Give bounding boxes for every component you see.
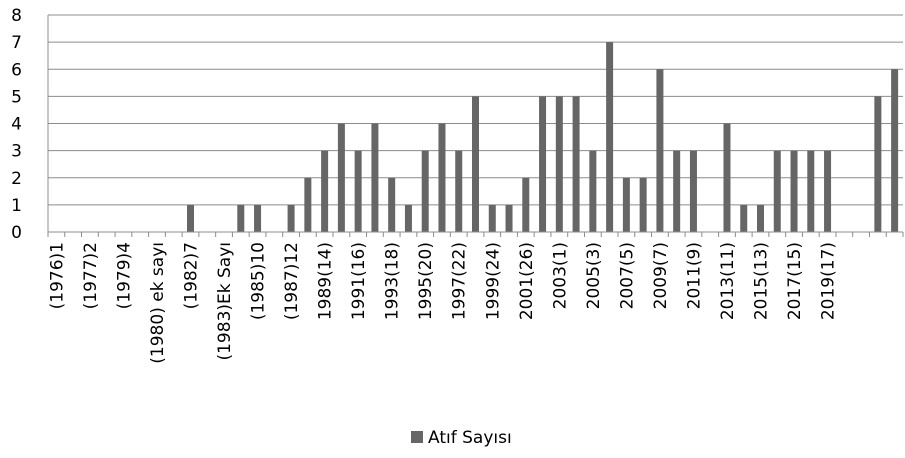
x-tick-label: (1982)7 (182, 242, 202, 309)
bar (187, 204, 194, 232)
x-tick-label: 2007(5) (617, 242, 637, 309)
y-tick-label: 4 (11, 115, 22, 135)
x-tick-label: 2001(26) (517, 242, 537, 320)
x-tick-label: (1977)2 (81, 242, 101, 309)
x-tick-label: 1993(18) (383, 242, 403, 320)
bar (539, 96, 547, 232)
bar (689, 150, 697, 232)
x-tick-label: 1991(16) (349, 242, 369, 320)
bar (639, 177, 647, 232)
bar (455, 150, 463, 232)
y-tick-label: 2 (11, 169, 22, 189)
x-tick-label: (1980) ek sayı (148, 242, 168, 364)
bar (723, 123, 731, 232)
bar (237, 204, 245, 232)
x-tick-label: 2013(11) (718, 242, 738, 320)
bar (488, 204, 496, 232)
bar (874, 96, 882, 232)
bar (522, 177, 530, 232)
x-axis-tick-labels: (1976)1 (1977)2 (1979)4 (1980) ek sayı (1982… (47, 242, 838, 364)
x-tick-label: 2009(7) (651, 242, 671, 309)
x-tick-label: 2011(9) (684, 242, 704, 309)
bar (891, 69, 899, 232)
bar (589, 150, 597, 232)
bar (321, 150, 329, 232)
y-tick-label: 0 (11, 223, 22, 243)
x-tick-label: (1983)Ek Sayı (215, 242, 235, 361)
bar (254, 204, 262, 232)
x-tick-label: (1976)1 (47, 242, 67, 309)
x-tick-label: 1989(14) (316, 242, 336, 320)
bar (773, 150, 781, 232)
bar (572, 96, 580, 232)
legend-label: Atıf Sayısı (428, 428, 512, 448)
bar (304, 177, 312, 232)
bar (438, 123, 446, 232)
bar (388, 177, 396, 232)
bar (757, 204, 764, 232)
bar (790, 150, 798, 232)
x-tick-label: (1987)12 (282, 242, 302, 320)
x-axis-ticks (47, 232, 904, 237)
bar (404, 204, 412, 232)
y-tick-label: 5 (11, 87, 22, 107)
x-tick-label: 2005(3) (584, 242, 604, 309)
x-tick-label: 1995(20) (416, 242, 436, 320)
legend-swatch (411, 431, 423, 443)
bar (656, 69, 664, 232)
bar (505, 204, 513, 232)
bar (555, 96, 563, 232)
x-tick-label: 2003(1) (550, 242, 570, 309)
bar (622, 177, 630, 232)
x-tick-label: 1997(22) (450, 242, 470, 320)
y-axis-tick-labels: 0 1 2 3 4 5 6 7 8 (11, 6, 22, 243)
bars (187, 42, 899, 232)
x-tick-label: (1985)10 (249, 242, 269, 320)
bar (740, 204, 748, 232)
y-tick-label: 6 (11, 60, 22, 80)
y-tick-label: 8 (11, 6, 22, 26)
x-tick-label: 2017(15) (785, 242, 805, 320)
bar (337, 123, 345, 232)
legend: Atıf Sayısı (411, 428, 512, 448)
x-tick-label: 2015(13) (752, 242, 772, 320)
y-tick-label: 3 (11, 142, 22, 162)
bar (371, 123, 379, 232)
bar (606, 42, 614, 232)
bar (824, 150, 832, 232)
y-tick-label: 1 (11, 196, 22, 216)
x-tick-label: 1999(24) (483, 242, 503, 320)
bar (421, 150, 429, 232)
bar (287, 204, 295, 232)
bar (673, 150, 681, 232)
bar (472, 96, 479, 232)
x-tick-label: 2019(17) (819, 242, 839, 320)
bar (807, 150, 815, 232)
bar (354, 150, 362, 232)
x-tick-label: (1979)4 (114, 242, 134, 309)
y-tick-label: 7 (11, 33, 22, 53)
